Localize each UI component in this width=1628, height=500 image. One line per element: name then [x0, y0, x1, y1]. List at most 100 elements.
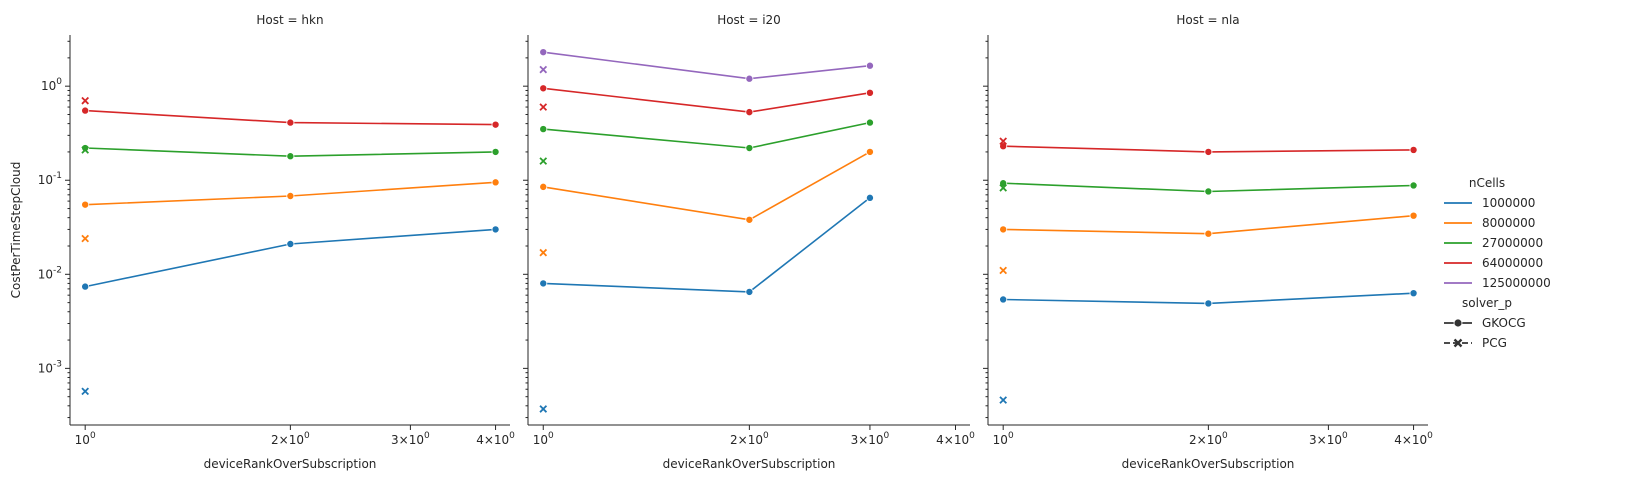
data-point	[1409, 211, 1418, 220]
series-27000000-PCG	[539, 157, 548, 165]
series-64000000-GKOCG	[81, 106, 500, 129]
data-point	[539, 48, 548, 57]
series-1000000-GKOCG	[999, 289, 1418, 308]
x-tick-label: 100	[533, 431, 554, 447]
legend: nCells 1000000 8000000 27000000 64000000 1250…	[1444, 176, 1551, 350]
data-point	[286, 239, 295, 248]
data-point	[81, 144, 90, 153]
y-tick-label: 10-2	[38, 265, 62, 281]
legend-label: 64000000	[1482, 256, 1543, 270]
data-point	[286, 191, 295, 200]
series-8000000-GKOCG	[999, 211, 1418, 238]
x-tick-label: 2×100	[271, 431, 310, 447]
series-125000000-GKOCG	[539, 48, 874, 83]
data-point	[745, 108, 754, 117]
data-point	[286, 152, 295, 161]
series-1000000-PCG	[999, 396, 1008, 404]
series-64000000-PCG	[81, 96, 90, 105]
data-point	[745, 144, 754, 153]
series-64000000-GKOCG	[999, 142, 1418, 156]
x-tick-label: 3×100	[851, 431, 890, 447]
x-tick-label: 4×100	[1394, 431, 1433, 447]
legend-item: 8000000	[1444, 216, 1535, 230]
series-8000000-GKOCG	[539, 147, 874, 224]
x-axis-label: deviceRankOverSubscription	[1122, 457, 1295, 471]
data-point	[745, 287, 754, 296]
data-point	[865, 118, 874, 127]
data-point	[286, 118, 295, 127]
legend-label: PCG	[1482, 336, 1507, 350]
legend-label: 1000000	[1482, 196, 1535, 210]
x-tick-label: 2×100	[1189, 431, 1228, 447]
legend-item: 125000000	[1444, 276, 1551, 290]
data-point	[865, 61, 874, 70]
data-point	[999, 266, 1008, 275]
panel-1: Host = hkn deviceRankOverSubscription	[65, 13, 510, 471]
data-point	[1204, 229, 1213, 238]
data-point	[865, 193, 874, 202]
data-point	[539, 157, 548, 165]
series-27000000-GKOCG	[539, 118, 874, 153]
data-point	[81, 96, 90, 105]
x-tick-label: 100	[993, 431, 1014, 447]
x-tick-label: 2×100	[730, 431, 769, 447]
data-point	[999, 396, 1008, 404]
x-axis-label: deviceRankOverSubscription	[204, 457, 377, 471]
data-point	[539, 125, 548, 134]
data-point	[999, 184, 1008, 192]
series-1000000-GKOCG	[81, 225, 500, 291]
series-27000000-GKOCG	[81, 144, 500, 161]
data-point	[491, 120, 500, 129]
legend-item: PCG	[1444, 336, 1507, 350]
series-27000000-GKOCG	[999, 179, 1418, 196]
data-point	[81, 387, 90, 396]
panel-title: Host = i20	[717, 13, 781, 27]
legend-marker	[1453, 338, 1463, 348]
series-8000000-PCG	[999, 266, 1008, 275]
data-point	[1204, 299, 1213, 308]
series-line	[543, 197, 871, 293]
data-point	[865, 88, 874, 97]
x-tick-label: 100	[75, 431, 96, 447]
data-point	[81, 282, 90, 291]
legend-label: 8000000	[1482, 216, 1535, 230]
data-point	[999, 295, 1008, 304]
data-point	[1409, 145, 1418, 154]
y-tick-label: 10-3	[38, 359, 62, 375]
legend-label: 27000000	[1482, 236, 1543, 250]
series-1000000-GKOCG	[539, 193, 874, 296]
series-line	[85, 228, 496, 288]
panel-title: Host = nla	[1176, 13, 1239, 27]
data-point	[539, 84, 548, 93]
series-8000000-PCG	[539, 248, 548, 257]
data-point	[539, 65, 548, 74]
data-point	[745, 215, 754, 224]
series-64000000-PCG	[539, 103, 548, 111]
legend-style-title: solver_p	[1462, 296, 1512, 310]
series-line	[543, 87, 871, 113]
data-point	[865, 147, 874, 156]
series-125000000-PCG	[539, 65, 548, 74]
y-axis-label: CostPerTimeStepCloud	[9, 162, 23, 299]
series-8000000-GKOCG	[81, 178, 500, 209]
legend-label: 125000000	[1482, 276, 1551, 290]
panel-title: Host = hkn	[256, 13, 323, 27]
series-8000000-PCG	[81, 234, 90, 243]
data-point	[539, 279, 548, 288]
data-point	[1409, 289, 1418, 298]
series-1000000-PCG	[539, 405, 548, 413]
data-point	[539, 182, 548, 191]
data-point	[999, 137, 1008, 146]
x-tick-label: 4×100	[476, 431, 515, 447]
data-point	[1409, 181, 1418, 190]
y-tick-label: 100	[41, 77, 62, 93]
legend-hue-title: nCells	[1469, 176, 1505, 190]
data-point	[539, 405, 548, 413]
x-tick-label: 4×100	[936, 431, 975, 447]
data-point	[539, 248, 548, 257]
x-tick-label: 3×100	[391, 431, 430, 447]
x-axis-label: deviceRankOverSubscription	[663, 457, 836, 471]
series-64000000-PCG	[999, 137, 1008, 146]
data-point	[81, 234, 90, 243]
